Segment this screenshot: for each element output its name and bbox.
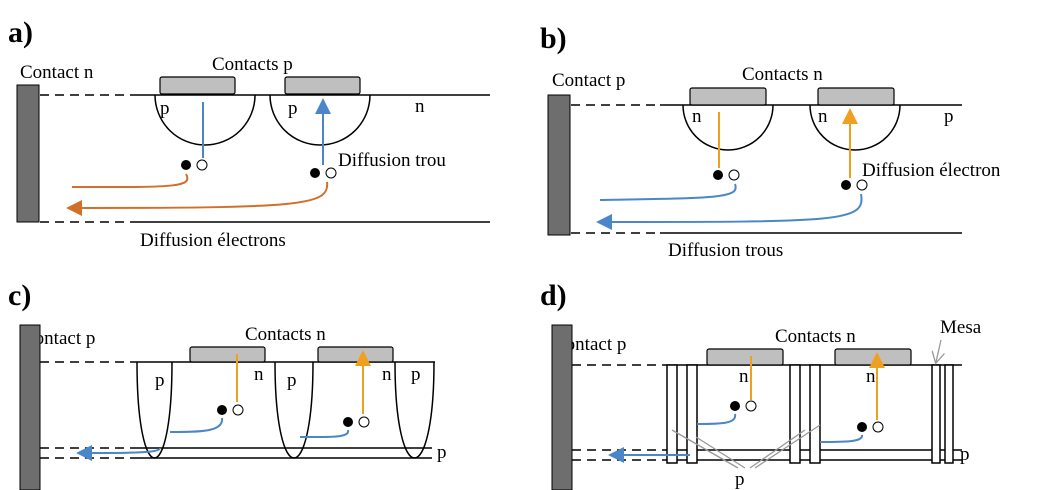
region-label: p bbox=[960, 444, 970, 465]
arrow bbox=[202, 102, 323, 165]
dashed-edge bbox=[571, 104, 660, 234]
arrow bbox=[612, 413, 863, 455]
region-label: p bbox=[944, 106, 954, 127]
annotation: Diffusion trous bbox=[668, 240, 783, 261]
hole bbox=[728, 169, 740, 181]
region-label: p bbox=[287, 370, 297, 391]
region-label: n bbox=[692, 106, 702, 127]
arrow bbox=[750, 356, 877, 420]
region-label: n bbox=[818, 106, 828, 127]
annotation: Mesa bbox=[940, 317, 982, 338]
region-label: n bbox=[739, 366, 749, 387]
region-label: n bbox=[382, 364, 392, 385]
region-label: p bbox=[288, 98, 298, 119]
arrow bbox=[236, 354, 363, 414]
contacts-label: Contacts p bbox=[212, 54, 293, 75]
side-contact bbox=[16, 84, 40, 223]
hole bbox=[196, 159, 208, 171]
panel-label: d) bbox=[540, 279, 567, 312]
contact-label: Contact n bbox=[20, 62, 94, 83]
region-label: n bbox=[415, 96, 425, 117]
side-contact bbox=[547, 94, 571, 236]
top-contact bbox=[317, 346, 394, 363]
panel-label: a) bbox=[8, 16, 33, 49]
doped-region bbox=[154, 94, 371, 146]
region-label: p bbox=[160, 98, 170, 119]
hole bbox=[358, 416, 370, 428]
region-label: n bbox=[866, 366, 876, 387]
electron bbox=[730, 401, 740, 411]
electron bbox=[343, 417, 353, 427]
hole bbox=[232, 404, 244, 416]
panel-a: a) Contact n Contacts p p p n Diffusion … bbox=[8, 16, 490, 251]
arrow bbox=[70, 173, 329, 208]
top-contact bbox=[159, 76, 236, 95]
contact-label: Contact p bbox=[552, 70, 625, 91]
panel-d: d) Contact p Contacts n Mesa n n p p bbox=[540, 279, 982, 490]
region-label: n bbox=[254, 364, 264, 385]
arrow bbox=[600, 183, 863, 222]
panel-label: c) bbox=[8, 279, 31, 312]
hole bbox=[745, 400, 757, 412]
side-contact bbox=[19, 324, 41, 490]
region-label: p bbox=[735, 469, 745, 490]
arrow bbox=[718, 112, 850, 178]
panel-b: b) Contact p Contacts n n n p Diffusion … bbox=[540, 22, 1001, 261]
top-contact bbox=[189, 346, 266, 363]
side-contact bbox=[551, 324, 573, 490]
dashed-edge bbox=[40, 94, 130, 223]
region-label: p bbox=[155, 370, 165, 391]
contacts-label: Contacts n bbox=[742, 64, 823, 85]
annotation: Diffusion électron bbox=[862, 160, 1001, 181]
dashed-edge bbox=[572, 364, 667, 461]
annotation: Diffusion trou bbox=[338, 150, 446, 171]
arrow bbox=[80, 417, 350, 453]
annotation: Diffusion électrons bbox=[140, 230, 286, 251]
panel-c: c) Contact p Contacts n p n p n p p bbox=[8, 279, 447, 490]
region-label: p bbox=[411, 364, 421, 385]
region-label: p bbox=[437, 442, 447, 463]
contacts-label: Contacts n bbox=[245, 324, 326, 345]
panel-label: b) bbox=[540, 22, 567, 55]
hole bbox=[325, 167, 337, 179]
top-contact bbox=[817, 87, 895, 106]
top-contact bbox=[706, 348, 784, 366]
doped-region bbox=[136, 361, 435, 459]
dashed-edge bbox=[40, 361, 135, 459]
pointer bbox=[671, 339, 941, 469]
doped-region bbox=[682, 104, 901, 151]
electron bbox=[181, 160, 191, 170]
contacts-label: Contacts n bbox=[775, 326, 856, 347]
electron bbox=[841, 180, 851, 190]
electron bbox=[713, 170, 723, 180]
top-contact bbox=[284, 76, 361, 95]
top-contact bbox=[689, 87, 767, 106]
electron bbox=[310, 168, 320, 178]
hole bbox=[872, 421, 884, 433]
trench bbox=[666, 364, 954, 464]
electron bbox=[857, 422, 867, 432]
hole bbox=[856, 179, 868, 191]
electron bbox=[217, 405, 227, 415]
top-contact bbox=[834, 348, 912, 366]
